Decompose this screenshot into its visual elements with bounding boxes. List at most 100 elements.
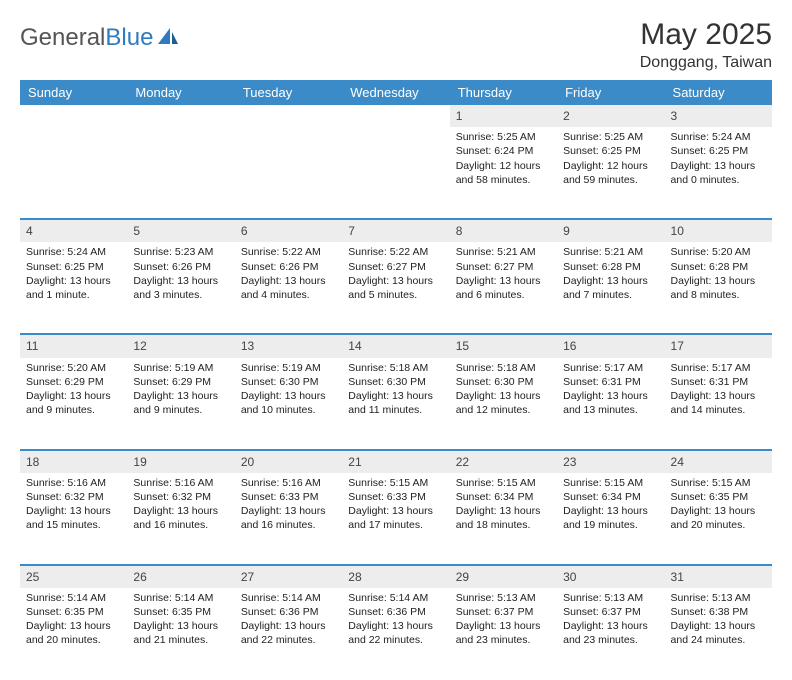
sunrise-line: Sunrise: 5:22 AM (348, 246, 428, 258)
day-number-cell: 7 (342, 219, 449, 242)
sunrise-line: Sunrise: 5:17 AM (563, 362, 643, 374)
day-cell-body: Sunrise: 5:13 AMSunset: 6:37 PMDaylight:… (450, 588, 557, 654)
weekday-header: Monday (127, 80, 234, 105)
weekday-header: Saturday (665, 80, 772, 105)
day-cell-body: Sunrise: 5:20 AM Sunset: 6:29 PM Daylight:… (20, 358, 127, 424)
sunset-line: Sunset: 6:35 PM (26, 606, 104, 618)
day-cell (342, 127, 449, 219)
header: GeneralBlue May 2025 Donggang, Taiwan (20, 18, 772, 72)
day-cell: Sunrise: 5:21 AM Sunset: 6:27 PM Daylight:… (450, 242, 557, 334)
day-cell-body: Sunrise: 5:15 AMSunset: 6:34 PMDaylight:… (450, 473, 557, 539)
day-cell-body: Sunrise: 5:16 AMSunset: 6:32 PMDaylight:… (127, 473, 234, 539)
sunrise-line: Sunrise: 5:21 AM (563, 246, 643, 258)
day-cell-body: Sunrise: 5:14 AMSunset: 6:36 PMDaylight:… (235, 588, 342, 654)
sunrise-line: Sunrise: 5:14 AM (26, 592, 106, 604)
sunset-line: Sunset: 6:33 PM (348, 491, 426, 503)
sunset-line: Sunset: 6:28 PM (671, 261, 749, 273)
sunrise-line: Sunrise: 5:24 AM (671, 131, 751, 143)
sunrise-line: Sunrise: 5:13 AM (671, 592, 751, 604)
sunrise-line: Sunrise: 5:21 AM (456, 246, 536, 258)
day-cell-body: Sunrise: 5:17 AMSunset: 6:31 PMDaylight:… (557, 358, 664, 424)
daylight-line: Daylight: 13 hours and 24 minutes. (671, 620, 756, 646)
day-cell: Sunrise: 5:23 AMSunset: 6:26 PMDaylight:… (127, 242, 234, 334)
sunrise-line: Sunrise: 5:23 AM (133, 246, 213, 258)
sunrise-line: Sunrise: 5:17 AM (671, 362, 751, 374)
day-cell-body: Sunrise: 5:14 AMSunset: 6:36 PMDaylight:… (342, 588, 449, 654)
sunset-line: Sunset: 6:25 PM (563, 145, 641, 157)
day-cell-body: Sunrise: 5:14 AMSunset: 6:35 PMDaylight:… (20, 588, 127, 654)
day-cell: Sunrise: 5:16 AMSunset: 6:33 PMDaylight:… (235, 473, 342, 565)
day-cell: Sunrise: 5:14 AMSunset: 6:35 PMDaylight:… (127, 588, 234, 680)
day-cell-body: Sunrise: 5:16 AMSunset: 6:33 PMDaylight:… (235, 473, 342, 539)
sunset-line: Sunset: 6:34 PM (563, 491, 641, 503)
sunset-line: Sunset: 6:29 PM (26, 376, 104, 388)
daylight-line: Daylight: 13 hours and 17 minutes. (348, 505, 433, 531)
day-number-cell: 18 (20, 450, 127, 473)
daylight-line: Daylight: 13 hours and 22 minutes. (241, 620, 326, 646)
day-cell-body: Sunrise: 5:21 AM Sunset: 6:27 PM Daylight:… (450, 242, 557, 308)
day-cell: Sunrise: 5:16 AMSunset: 6:32 PMDaylight:… (127, 473, 234, 565)
day-cell: Sunrise: 5:14 AMSunset: 6:35 PMDaylight:… (20, 588, 127, 680)
sunrise-line: Sunrise: 5:20 AM (26, 362, 106, 374)
day-cell: Sunrise: 5:15 AMSunset: 6:34 PMDaylight:… (450, 473, 557, 565)
sunrise-line: Sunrise: 5:25 AM (456, 131, 536, 143)
day-number-cell: 5 (127, 219, 234, 242)
sunrise-line: Sunrise: 5:20 AM (671, 246, 751, 258)
day-number-cell: 19 (127, 450, 234, 473)
day-number-row: 123 (20, 105, 772, 127)
sunrise-line: Sunrise: 5:19 AM (133, 362, 213, 374)
daylight-line: Daylight: 13 hours and 22 minutes. (348, 620, 433, 646)
day-cell-body: Sunrise: 5:23 AMSunset: 6:26 PMDaylight:… (127, 242, 234, 308)
sunset-line: Sunset: 6:26 PM (133, 261, 211, 273)
day-number-cell: 26 (127, 565, 234, 588)
day-cell-body: Sunrise: 5:17 AMSunset: 6:31 PMDaylight:… (665, 358, 772, 424)
day-number-cell: 2 (557, 105, 664, 127)
daylight-line: Daylight: 13 hours and 6 minutes. (456, 275, 541, 301)
sunset-line: Sunset: 6:27 PM (456, 261, 534, 273)
daylight-line: Daylight: 13 hours and 9 minutes. (26, 390, 111, 416)
day-cell: Sunrise: 5:25 AMSunset: 6:24 PMDaylight:… (450, 127, 557, 219)
day-number-cell: 27 (235, 565, 342, 588)
day-number-cell: 29 (450, 565, 557, 588)
page-title: May 2025 (640, 18, 772, 52)
sunset-line: Sunset: 6:35 PM (133, 606, 211, 618)
day-cell: Sunrise: 5:13 AMSunset: 6:38 PMDaylight:… (665, 588, 772, 680)
day-number-row: 11121314151617 (20, 334, 772, 357)
sunset-line: Sunset: 6:30 PM (241, 376, 319, 388)
sail-icon (156, 26, 180, 51)
day-cell-body: Sunrise: 5:18 AMSunset: 6:30 PMDaylight:… (342, 358, 449, 424)
day-cell-body: Sunrise: 5:22 AMSunset: 6:26 PMDaylight:… (235, 242, 342, 308)
weekday-header: Thursday (450, 80, 557, 105)
daylight-line: Daylight: 13 hours and 13 minutes. (563, 390, 648, 416)
daylight-line: Daylight: 13 hours and 8 minutes. (671, 275, 756, 301)
sunset-line: Sunset: 6:30 PM (456, 376, 534, 388)
day-number-cell (342, 105, 449, 127)
sunset-line: Sunset: 6:27 PM (348, 261, 426, 273)
day-number-cell: 28 (342, 565, 449, 588)
weekday-header-row: Sunday Monday Tuesday Wednesday Thursday… (20, 80, 772, 105)
day-cell-body: Sunrise: 5:15 AMSunset: 6:35 PMDaylight:… (665, 473, 772, 539)
sunrise-line: Sunrise: 5:18 AM (348, 362, 428, 374)
daylight-line: Daylight: 13 hours and 23 minutes. (456, 620, 541, 646)
daylight-line: Daylight: 13 hours and 0 minutes. (671, 160, 756, 186)
day-cell-body: Sunrise: 5:13 AMSunset: 6:38 PMDaylight:… (665, 588, 772, 654)
daylight-line: Daylight: 13 hours and 5 minutes. (348, 275, 433, 301)
brand-name-b: Blue (105, 24, 153, 51)
day-number-row: 25262728293031 (20, 565, 772, 588)
daylight-line: Daylight: 12 hours and 59 minutes. (563, 160, 648, 186)
day-body-row: Sunrise: 5:25 AMSunset: 6:24 PMDaylight:… (20, 127, 772, 219)
day-number-cell: 17 (665, 334, 772, 357)
day-number-row: 45678910 (20, 219, 772, 242)
sunset-line: Sunset: 6:37 PM (563, 606, 641, 618)
day-cell (20, 127, 127, 219)
day-cell: Sunrise: 5:22 AM Sunset: 6:27 PM Daylight:… (342, 242, 449, 334)
day-cell-body: Sunrise: 5:20 AM Sunset: 6:28 PM Daylight:… (665, 242, 772, 308)
day-number-cell: 21 (342, 450, 449, 473)
day-cell: Sunrise: 5:24 AMSunset: 6:25 PMDaylight:… (665, 127, 772, 219)
sunrise-line: Sunrise: 5:14 AM (133, 592, 213, 604)
day-number-cell: 25 (20, 565, 127, 588)
sunrise-line: Sunrise: 5:24 AM (26, 246, 106, 258)
daylight-line: Daylight: 13 hours and 16 minutes. (241, 505, 326, 531)
day-number-row: 18192021222324 (20, 450, 772, 473)
day-cell-body: Sunrise: 5:24 AMSunset: 6:25 PMDaylight:… (20, 242, 127, 308)
